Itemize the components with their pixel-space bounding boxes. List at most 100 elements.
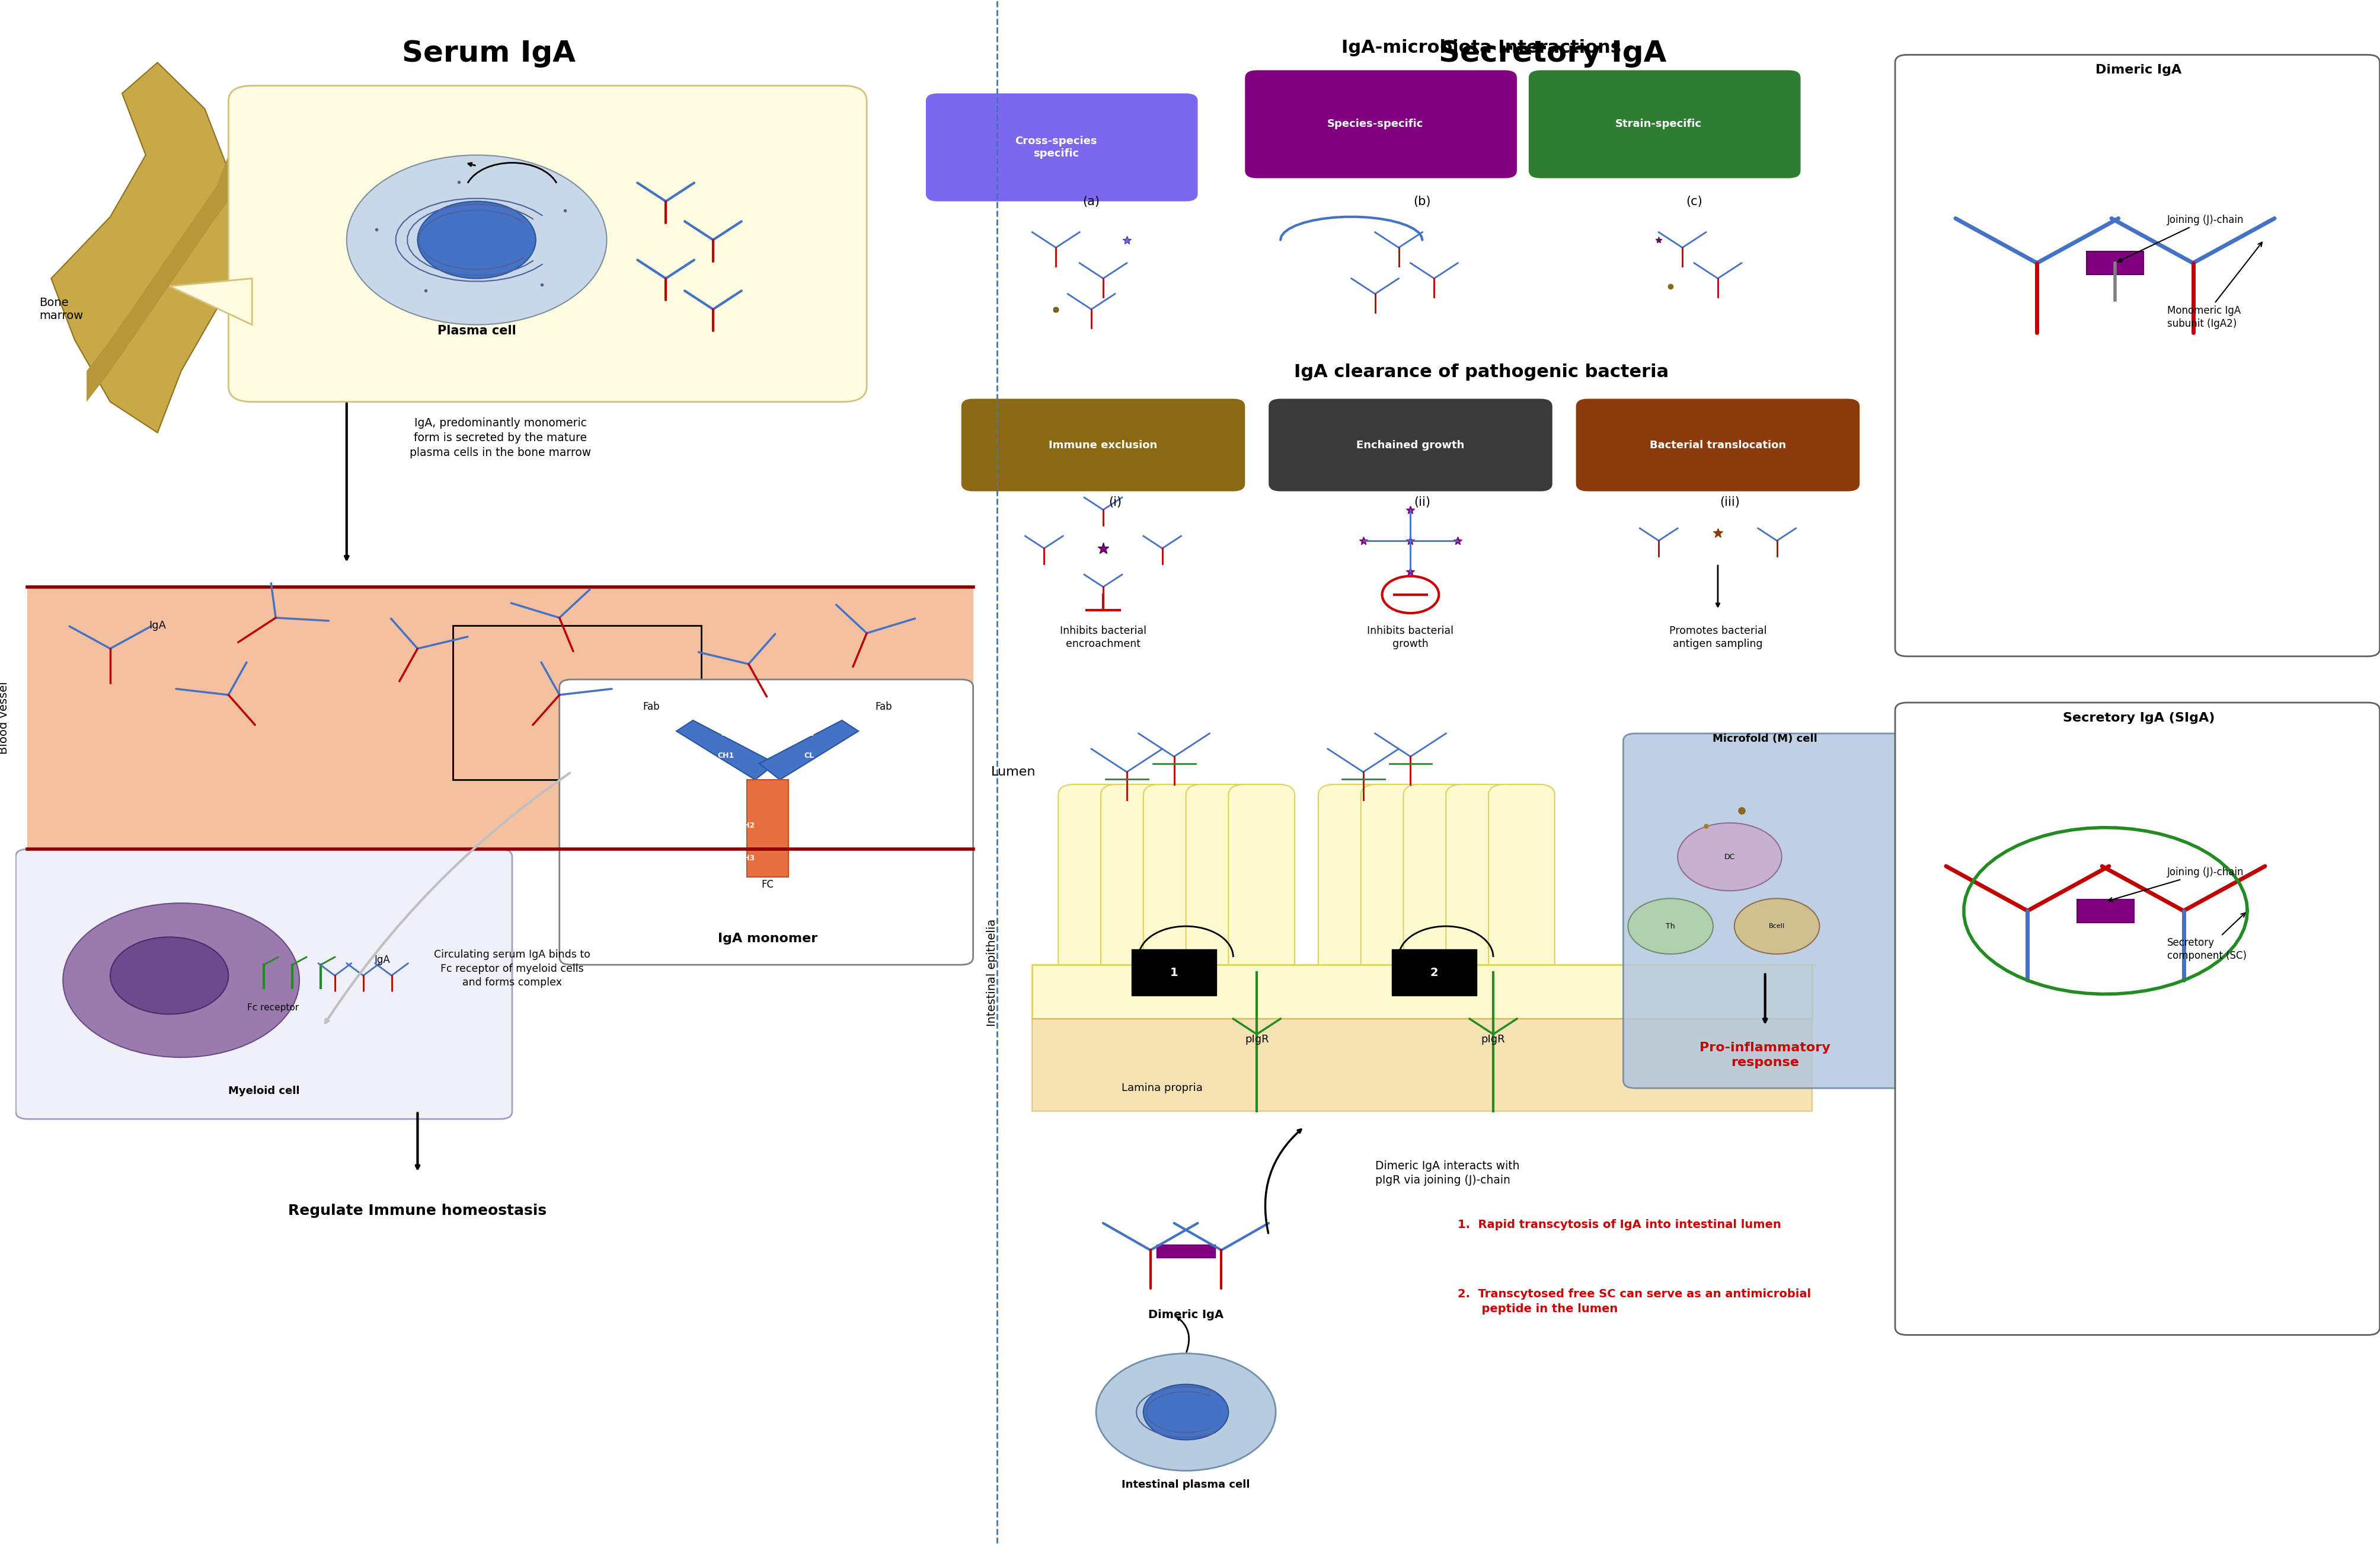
Text: (iii): (iii)	[1718, 496, 1740, 508]
Text: Intestinal plasma cell: Intestinal plasma cell	[1121, 1479, 1250, 1490]
Text: Joining (J)-chain: Joining (J)-chain	[2118, 215, 2244, 262]
Polygon shape	[759, 721, 859, 780]
Circle shape	[1678, 823, 1780, 891]
Text: Fab: Fab	[643, 701, 659, 712]
Text: 2: 2	[1430, 967, 1438, 979]
FancyBboxPatch shape	[1528, 69, 1799, 178]
Text: Species-specific: Species-specific	[1326, 119, 1423, 130]
FancyBboxPatch shape	[1228, 784, 1295, 984]
Circle shape	[416, 201, 536, 278]
Text: BceII: BceII	[1768, 923, 1785, 929]
Text: Regulate Immune homeostasis: Regulate Immune homeostasis	[288, 1204, 547, 1218]
Text: CH1: CH1	[716, 752, 735, 760]
Text: (b): (b)	[1414, 196, 1430, 207]
Text: Joining (J)-chain: Joining (J)-chain	[2109, 866, 2244, 902]
Text: Cross-species
specific: Cross-species specific	[1014, 136, 1097, 159]
Bar	[1392, 950, 1476, 996]
Text: VL: VL	[804, 730, 814, 738]
Text: DC: DC	[1723, 852, 1735, 860]
Text: Secretory IgA (SIgA): Secretory IgA (SIgA)	[2061, 712, 2213, 724]
Text: Monomeric IgA
subunit (IgA2): Monomeric IgA subunit (IgA2)	[2166, 242, 2261, 329]
FancyBboxPatch shape	[1404, 784, 1468, 984]
Text: Blood vessel: Blood vessel	[0, 681, 10, 755]
Text: CL: CL	[804, 752, 814, 760]
Bar	[1033, 965, 1811, 1019]
FancyBboxPatch shape	[1445, 784, 1511, 984]
Circle shape	[109, 937, 228, 1014]
Text: Secretory IgA: Secretory IgA	[1438, 40, 1666, 68]
FancyBboxPatch shape	[228, 85, 866, 401]
Circle shape	[347, 154, 607, 324]
Text: Enchained growth: Enchained growth	[1357, 440, 1464, 451]
Circle shape	[1142, 1385, 1228, 1441]
Text: (c): (c)	[1685, 196, 1702, 207]
Text: pIgR: pIgR	[1245, 1034, 1269, 1045]
Polygon shape	[86, 154, 240, 401]
FancyBboxPatch shape	[1100, 784, 1166, 984]
Text: (i): (i)	[1109, 496, 1121, 508]
Text: IgA-microbiota Interactions: IgA-microbiota Interactions	[1342, 40, 1621, 57]
FancyBboxPatch shape	[1319, 784, 1385, 984]
Text: Lumen: Lumen	[990, 766, 1035, 778]
Text: Secretory
component (SC): Secretory component (SC)	[2166, 913, 2247, 962]
Circle shape	[1628, 899, 1714, 954]
Bar	[1033, 1019, 1811, 1112]
Text: Th: Th	[1666, 922, 1676, 929]
Text: 2.  Transcytosed free SC can serve as an antimicrobial
      peptide in the lume: 2. Transcytosed free SC can serve as an …	[1457, 1289, 1811, 1315]
FancyBboxPatch shape	[1361, 784, 1426, 984]
Text: IgA clearance of pathogenic bacteria: IgA clearance of pathogenic bacteria	[1295, 363, 1668, 380]
Bar	[1130, 950, 1216, 996]
Bar	[2078, 899, 2132, 922]
Circle shape	[1735, 899, 1818, 954]
Text: Dimeric IgA: Dimeric IgA	[1147, 1309, 1223, 1320]
Text: 1: 1	[1169, 967, 1178, 979]
FancyBboxPatch shape	[559, 679, 973, 965]
Text: IgA monomer: IgA monomer	[716, 933, 816, 945]
Bar	[1157, 1244, 1216, 1258]
Text: 1.  Rapid transcytosis of IgA into intestinal lumen: 1. Rapid transcytosis of IgA into intest…	[1457, 1220, 1780, 1231]
Text: Microfold (M) cell: Microfold (M) cell	[1711, 733, 1816, 744]
Text: IgA: IgA	[150, 621, 167, 631]
Text: (ii): (ii)	[1414, 496, 1430, 508]
Text: IgA: IgA	[374, 954, 390, 965]
Circle shape	[62, 903, 300, 1058]
Text: FC: FC	[762, 880, 774, 889]
Bar	[29, 587, 973, 849]
Text: Pro-inflammatory
response: Pro-inflammatory response	[1699, 1042, 1830, 1068]
Text: Dimeric IgA interacts with
pIgR via joining (J)-chain: Dimeric IgA interacts with pIgR via join…	[1376, 1161, 1518, 1186]
Text: Fab: Fab	[876, 701, 892, 712]
FancyBboxPatch shape	[1623, 733, 1906, 1089]
FancyBboxPatch shape	[1894, 54, 2380, 656]
FancyBboxPatch shape	[1269, 398, 1552, 491]
FancyBboxPatch shape	[962, 398, 1245, 491]
FancyBboxPatch shape	[1894, 703, 2380, 1336]
Text: Fc receptor: Fc receptor	[248, 1004, 300, 1013]
Text: Circulating serum IgA binds to
Fc receptor of myeloid cells
and forms complex: Circulating serum IgA binds to Fc recept…	[433, 950, 590, 988]
Polygon shape	[169, 278, 252, 324]
Text: Immune exclusion: Immune exclusion	[1050, 440, 1157, 451]
Text: Myeloid cell: Myeloid cell	[228, 1085, 300, 1096]
Text: IgA, predominantly monomeric
form is secreted by the mature
plasma cells in the : IgA, predominantly monomeric form is sec…	[409, 417, 590, 459]
Text: Bone
marrow: Bone marrow	[40, 296, 83, 321]
Polygon shape	[747, 780, 788, 877]
Text: Promotes bacterial
antigen sampling: Promotes bacterial antigen sampling	[1668, 625, 1766, 650]
Text: Serum IgA: Serum IgA	[402, 40, 576, 68]
FancyBboxPatch shape	[1059, 784, 1123, 984]
Polygon shape	[50, 62, 252, 432]
Text: (a): (a)	[1083, 196, 1100, 207]
Text: Bacterial translocation: Bacterial translocation	[1649, 440, 1785, 451]
FancyBboxPatch shape	[1185, 784, 1252, 984]
Text: Intestinal epithelia: Intestinal epithelia	[985, 919, 997, 1027]
Text: Inhibits bacterial
growth: Inhibits bacterial growth	[1366, 625, 1454, 650]
Polygon shape	[676, 721, 776, 780]
FancyBboxPatch shape	[1576, 398, 1859, 491]
Text: Plasma cell: Plasma cell	[438, 324, 516, 337]
Text: Inhibits bacterial
encroachment: Inhibits bacterial encroachment	[1059, 625, 1147, 650]
FancyBboxPatch shape	[1245, 69, 1516, 178]
Text: VH: VH	[721, 730, 731, 738]
FancyBboxPatch shape	[1142, 784, 1209, 984]
Text: pIgR: pIgR	[1480, 1034, 1504, 1045]
Text: Strain-specific: Strain-specific	[1616, 119, 1702, 130]
Text: CH2: CH2	[738, 821, 754, 829]
Circle shape	[1095, 1354, 1276, 1471]
